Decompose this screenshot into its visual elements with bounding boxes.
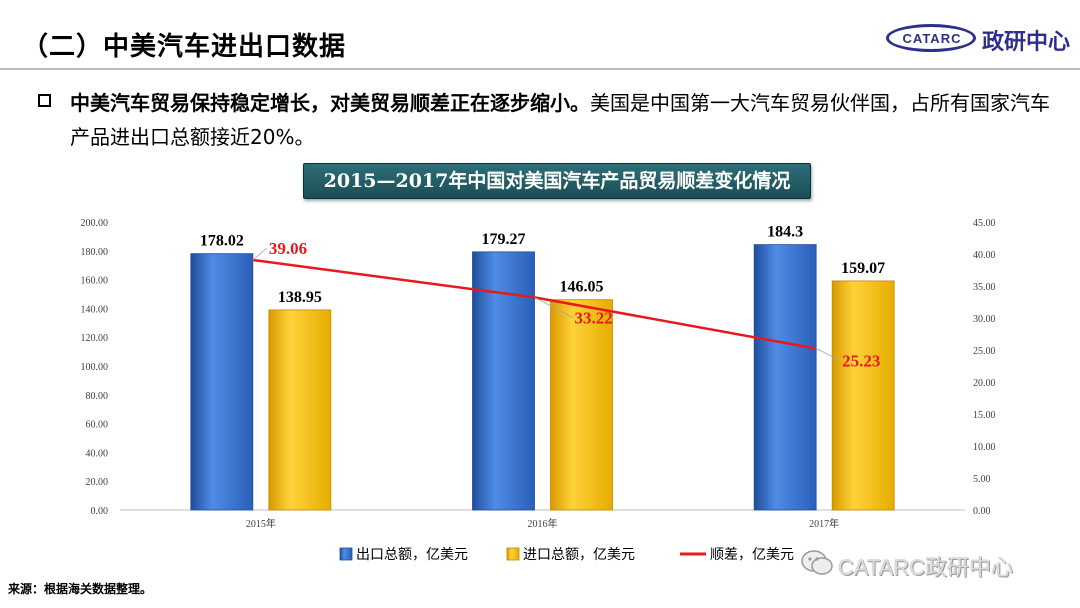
logo-oval-text: CATARC xyxy=(902,31,962,46)
right-tick-label: 15.00 xyxy=(973,410,996,421)
right-tick-label: 10.00 xyxy=(973,442,996,453)
left-tick-label: 180.00 xyxy=(81,247,109,258)
export-bar xyxy=(753,244,817,511)
left-tick-label: 20.00 xyxy=(86,477,109,488)
page-title: （二）中美汽车进出口数据 xyxy=(22,32,347,62)
summary-rest: 美国是中国第一大汽车贸易伙伴国，占所有国家汽车产品进出口总额接近20%。 xyxy=(70,91,1050,149)
legend-label: 进口总额，亿美元 xyxy=(523,547,635,563)
export-bar xyxy=(190,253,254,511)
import-bar xyxy=(268,309,332,511)
left-tick-label: 100.00 xyxy=(81,362,109,373)
right-tick-label: 20.00 xyxy=(973,378,996,389)
import-value-label: 146.05 xyxy=(560,279,604,296)
left-tick-label: 200.00 xyxy=(81,218,109,229)
source-note: 来源：根据海关数据整理。 xyxy=(8,582,153,596)
surplus-value-label: 33.22 xyxy=(575,308,613,327)
surplus-value-label: 25.23 xyxy=(842,352,880,371)
catarc-logo: CATARC 政研中心 xyxy=(886,20,1076,58)
legend-swatch xyxy=(506,547,520,561)
bullet-square-icon xyxy=(38,94,51,107)
left-tick-label: 120.00 xyxy=(81,333,109,344)
left-tick-label: 40.00 xyxy=(86,448,109,459)
left-tick-label: 60.00 xyxy=(86,420,109,431)
left-tick-label: 140.00 xyxy=(81,304,109,315)
trade-chart: 0.00 20.00 40.00 60.00 80.00 100.00 120.00 140.… xyxy=(81,218,996,563)
surplus-leader-line xyxy=(815,348,841,361)
wechat-icon xyxy=(801,550,833,575)
watermark: CATARC政研中心 xyxy=(800,548,1070,580)
surplus-leader-line xyxy=(252,247,268,261)
surplus-leader-line xyxy=(534,297,573,318)
chart-title-banner: 2015—2017年中国对美国汽车产品贸易顺差变化情况 xyxy=(303,163,811,199)
left-tick-label: 160.00 xyxy=(81,276,109,287)
right-tick-label: 40.00 xyxy=(973,250,996,261)
left-tick-label: 80.00 xyxy=(86,391,109,402)
import-value-label: 159.07 xyxy=(841,260,885,277)
x-tick-label: 2016年 xyxy=(528,517,558,530)
watermark-text: CATARC政研中心 xyxy=(838,555,1014,580)
export-bar xyxy=(472,251,535,511)
surplus-value-label: 39.06 xyxy=(269,239,307,258)
legend-label: 顺差，亿美元 xyxy=(710,547,794,563)
summary-bold: 中美汽车贸易保持稳定增长，对美贸易顺差正在逐步缩小。 xyxy=(70,91,590,115)
right-tick-label: 35.00 xyxy=(973,282,996,293)
export-value-label: 184.3 xyxy=(767,224,803,241)
logo-oval xyxy=(886,24,976,52)
legend-label: 出口总额，亿美元 xyxy=(356,547,468,563)
legend-swatch xyxy=(339,547,353,561)
right-tick-label: 25.00 xyxy=(973,346,996,357)
left-tick-label: 0.00 xyxy=(91,506,109,517)
title-divider xyxy=(0,68,1080,70)
x-tick-label: 2015年 xyxy=(246,517,276,530)
right-tick-label: 30.00 xyxy=(973,314,996,325)
x-tick-label: 2017年 xyxy=(809,517,839,530)
logo-text: 政研中心 xyxy=(982,30,1071,55)
import-bar xyxy=(550,299,613,511)
import-bar xyxy=(831,280,895,511)
export-value-label: 178.02 xyxy=(200,233,244,250)
right-tick-label: 5.00 xyxy=(973,474,991,485)
export-value-label: 179.27 xyxy=(482,231,526,248)
summary-paragraph: 中美汽车贸易保持稳定增长，对美贸易顺差正在逐步缩小。美国是中国第一大汽车贸易伙伴… xyxy=(70,86,1060,154)
right-tick-label: 45.00 xyxy=(973,218,996,229)
right-tick-label: 0.00 xyxy=(973,506,991,517)
import-value-label: 138.95 xyxy=(278,289,322,306)
